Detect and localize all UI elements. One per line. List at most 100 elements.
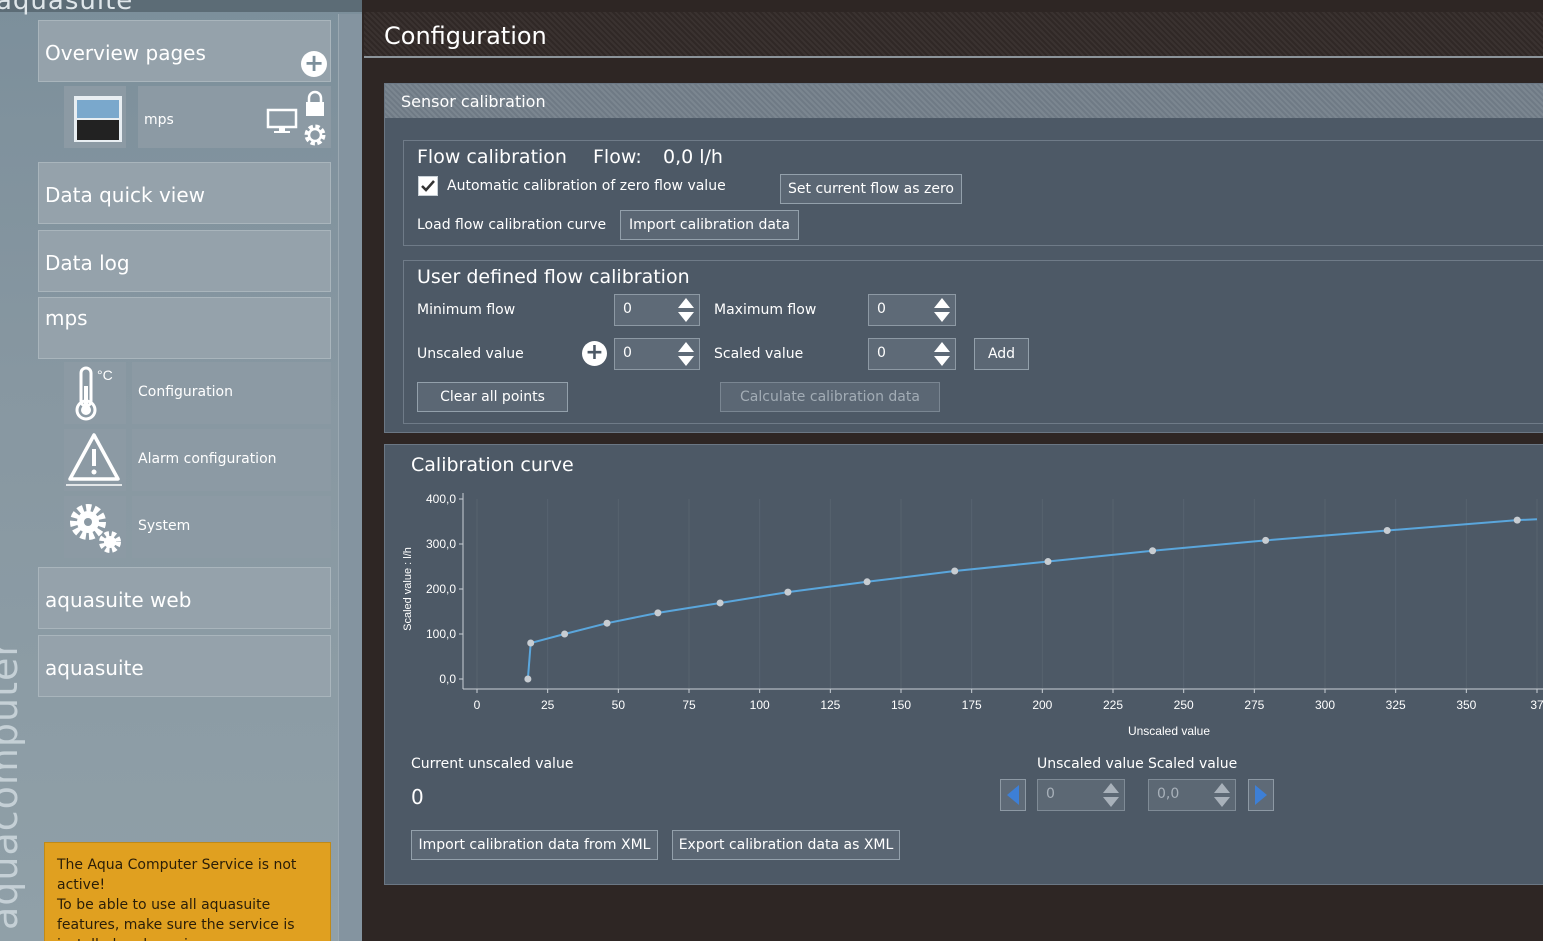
alarm-icon-box[interactable]	[64, 429, 126, 491]
current-unscaled-value: 0	[411, 785, 424, 809]
nav-scaled-stepper[interactable]: 0,0	[1148, 779, 1236, 811]
spin-arrows-icon[interactable]	[1102, 782, 1120, 808]
min-flow-value: 0	[623, 301, 632, 317]
calibration-chart: 0 25 50 75 100 125 150 175 200 225 250 275 300 325 350…	[402, 492, 1543, 738]
next-point-button[interactable]	[1248, 779, 1274, 811]
max-flow-stepper[interactable]: 0	[868, 294, 956, 326]
lock-icon[interactable]	[304, 90, 326, 118]
nav-data-quick-view-label: Data quick view	[45, 183, 206, 207]
overview-item-label: mps	[144, 112, 174, 128]
data-point	[716, 599, 724, 607]
nav-data-quick-view[interactable]: Data quick view	[38, 162, 331, 224]
y-tick-label: 0,0	[439, 672, 456, 686]
unscaled-label: Unscaled value	[417, 346, 524, 362]
user-defined-calibration-group: User defined flow calibration Minimum fl…	[403, 260, 1543, 424]
auto-zero-label: Automatic calibration of zero flow value	[447, 178, 726, 194]
y-axis-label: Scaled value : l/h	[402, 547, 414, 631]
data-point	[1513, 516, 1521, 524]
sensor-calibration-title: Sensor calibration	[401, 92, 546, 111]
set-zero-button[interactable]: Set current flow as zero	[780, 174, 962, 204]
app-logo: aquasuite	[0, 0, 134, 16]
service-warning: The Aqua Computer Service is not active!…	[44, 842, 331, 941]
spin-arrows-icon[interactable]	[933, 341, 951, 367]
overview-thumbnail[interactable]	[64, 86, 126, 148]
add-button[interactable]: Add	[974, 338, 1029, 370]
unscaled-stepper[interactable]: 0	[614, 338, 700, 370]
add-overview-icon[interactable]: +	[301, 51, 327, 77]
x-tick-label: 350	[1456, 698, 1476, 712]
x-axis-label: Unscaled value	[1128, 724, 1210, 738]
x-tick-label: 300	[1315, 698, 1335, 712]
data-point	[1383, 527, 1391, 534]
data-point	[1044, 558, 1052, 566]
export-xml-button[interactable]: Export calibration data as XML	[672, 830, 900, 860]
x-tick-label: 125	[820, 698, 840, 712]
auto-zero-checkbox[interactable]	[418, 176, 438, 196]
system-icon-box[interactable]	[64, 496, 126, 558]
page-title-bar: Configuration	[364, 12, 1543, 58]
x-tick-label: 100	[750, 698, 770, 712]
data-point	[603, 619, 611, 627]
max-flow-value: 0	[877, 301, 886, 317]
data-point	[1262, 536, 1270, 544]
y-tick-label: 300,0	[426, 537, 456, 551]
nav-data-log-label: Data log	[45, 251, 130, 275]
y-tick-label: 200,0	[426, 582, 456, 596]
nav-scaled-label: Scaled value	[1148, 756, 1238, 772]
data-point	[784, 588, 792, 596]
clear-points-button[interactable]: Clear all points	[417, 382, 568, 412]
x-tick-label: 25	[541, 698, 555, 712]
user-defined-title: User defined flow calibration	[417, 266, 690, 288]
scaled-value: 0	[877, 345, 886, 361]
data-point	[524, 675, 532, 683]
x-tick-label: 200	[1032, 698, 1052, 712]
nav-aquasuite-web[interactable]: aquasuite web	[38, 567, 331, 629]
x-tick-label: 175	[962, 698, 982, 712]
min-flow-label: Minimum flow	[417, 302, 516, 318]
spin-arrows-icon[interactable]	[933, 297, 951, 323]
min-flow-stepper[interactable]: 0	[614, 294, 700, 326]
sidebar-item-configuration-label: Configuration	[138, 384, 233, 400]
nav-device-label: mps	[45, 306, 88, 330]
scaled-stepper[interactable]: 0	[868, 338, 956, 370]
nav-unscaled-label: Unscaled value	[1037, 756, 1144, 772]
spin-arrows-icon[interactable]	[677, 341, 695, 367]
current-unscaled-label: Current unscaled value	[411, 756, 574, 772]
gear-icon[interactable]	[302, 122, 328, 148]
sidebar-item-configuration[interactable]: Configuration	[132, 362, 331, 424]
brand-vertical-text: aquacomputer	[0, 639, 26, 930]
nav-device-mps[interactable]: mps	[38, 297, 331, 359]
page-title: Configuration	[384, 22, 547, 50]
overview-item-mps[interactable]: mps	[138, 86, 331, 148]
import-xml-button[interactable]: Import calibration data from XML	[411, 830, 658, 860]
arrow-left-icon	[1007, 785, 1019, 805]
main-content: Configuration Sensor calibration Flow ca…	[364, 12, 1543, 941]
data-point	[527, 639, 535, 647]
brand-vertical: aquacomputer	[0, 640, 42, 941]
sidebar-item-alarm-label: Alarm configuration	[138, 451, 277, 467]
warning-icon	[66, 433, 122, 486]
x-tick-label: 250	[1174, 698, 1194, 712]
monitor-icon[interactable]	[266, 108, 298, 134]
sidebar-item-system[interactable]: System	[132, 496, 331, 558]
sidebar: aquasuite aquacomputer Overview pages + …	[0, 0, 362, 941]
calculate-calibration-button[interactable]: Calculate calibration data	[720, 382, 940, 412]
nav-overview-pages[interactable]: Overview pages +	[38, 20, 331, 82]
nav-aquasuite[interactable]: aquasuite	[38, 635, 331, 697]
calibration-line	[526, 518, 1538, 680]
sidebar-scrollbar[interactable]	[338, 14, 362, 941]
nav-data-log[interactable]: Data log	[38, 230, 331, 292]
flow-calibration-group: Flow calibration Flow: 0,0 l/h Automatic…	[403, 140, 1543, 246]
spin-arrows-icon[interactable]	[1213, 782, 1231, 808]
dashboard-thumbnail-icon	[74, 96, 122, 142]
nav-unscaled-stepper[interactable]: 0	[1037, 779, 1125, 811]
configuration-icon-box[interactable]: °C	[64, 362, 126, 424]
x-tick-label: 37	[1530, 698, 1543, 712]
sidebar-item-alarm-configuration[interactable]: Alarm configuration	[132, 429, 331, 491]
x-tick-label: 75	[682, 698, 696, 712]
scaled-label: Scaled value	[714, 346, 804, 362]
spin-arrows-icon[interactable]	[677, 297, 695, 323]
import-calibration-button[interactable]: Import calibration data	[620, 210, 799, 240]
add-point-icon[interactable]: +	[582, 341, 607, 366]
previous-point-button[interactable]	[1000, 779, 1026, 811]
